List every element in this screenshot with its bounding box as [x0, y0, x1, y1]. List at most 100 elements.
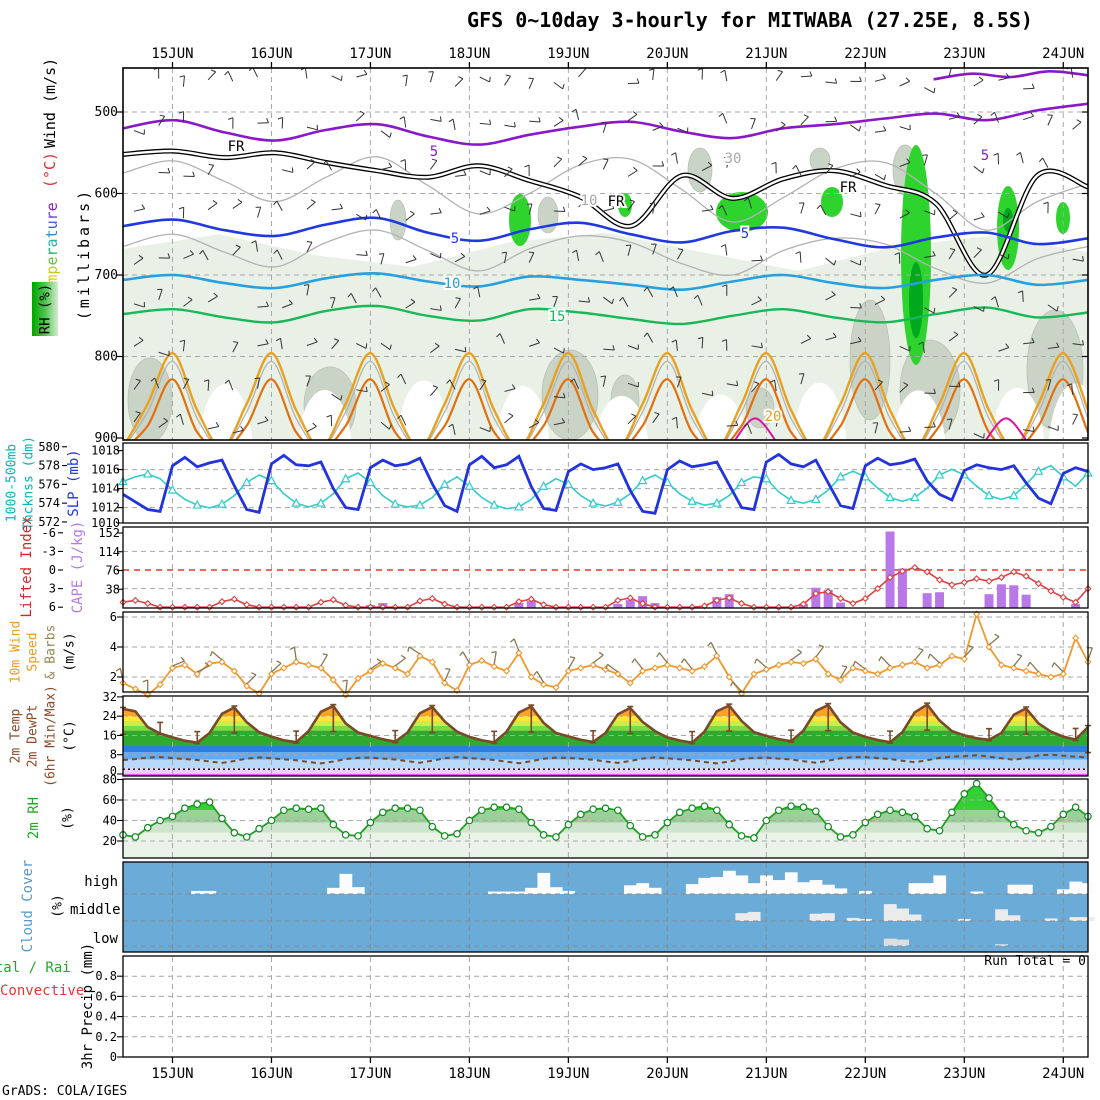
svg-text:FR: FR — [840, 180, 857, 196]
svg-text:20: 20 — [765, 409, 782, 425]
temperature-letter: e — [43, 256, 61, 266]
svg-text:FR: FR — [608, 194, 625, 210]
svg-text:21JUN: 21JUN — [745, 46, 787, 62]
svg-text:24JUN: 24JUN — [1042, 46, 1084, 62]
svg-text:23JUN: 23JUN — [943, 46, 985, 62]
precip-total-rain-label: Total / Rain — [0, 960, 72, 975]
svg-text:15JUN: 15JUN — [151, 46, 193, 62]
temperature-letter: r — [43, 247, 61, 257]
svg-text:574: 574 — [38, 496, 60, 510]
svg-text:1014: 1014 — [91, 482, 120, 496]
svg-text:572: 572 — [38, 515, 60, 529]
svg-text:24JUN: 24JUN — [1042, 1066, 1084, 1082]
svg-text:19JUN: 19JUN — [547, 46, 589, 62]
svg-text:0.6: 0.6 — [95, 989, 117, 1003]
svg-text:0: 0 — [110, 1050, 117, 1064]
svg-text:3: 3 — [49, 582, 56, 596]
precip-convective-label: Convective — [0, 983, 85, 999]
svg-text:700: 700 — [95, 268, 118, 283]
svg-text:152: 152 — [98, 526, 120, 540]
temp2m-axis-label-1: 2m Temp — [8, 708, 24, 764]
rh2m-pct-label: (%) — [60, 806, 76, 830]
thickness-axis-label-1: 1000-500mb — [4, 443, 20, 523]
svg-text:32: 32 — [103, 690, 117, 704]
slp-axis-label: SLP (mb) — [66, 449, 82, 517]
temperature-letter: a — [43, 238, 61, 248]
svg-text:19JUN: 19JUN — [547, 1066, 589, 1082]
svg-text:22JUN: 22JUN — [844, 46, 886, 62]
svg-text:20: 20 — [103, 834, 117, 848]
svg-text:114: 114 — [98, 545, 120, 559]
cloud-row-high-label: high — [84, 874, 118, 890]
svg-text:1010: 1010 — [91, 516, 120, 530]
run-total-text: Run Total = 0 — [984, 954, 1086, 969]
svg-text:578: 578 — [38, 459, 60, 473]
svg-text:6: 6 — [49, 600, 56, 614]
page-title: GFS 0~10day 3-hourly for MITWABA (27.25E… — [467, 8, 1033, 32]
precip-total-rain-label-wrap: Total / Rain — [0, 957, 72, 975]
svg-text:30: 30 — [725, 151, 742, 167]
svg-text:20JUN: 20JUN — [646, 1066, 688, 1082]
svg-text:FR: FR — [228, 139, 245, 155]
svg-text:16JUN: 16JUN — [250, 1066, 292, 1082]
temperature-letter: t — [43, 229, 61, 239]
svg-text:5: 5 — [451, 231, 459, 247]
svg-text:580: 580 — [38, 440, 60, 454]
svg-text:15JUN: 15JUN — [151, 1066, 193, 1082]
wind10m-axis-label-3: & Barbs — [43, 624, 59, 680]
temperature-letter: u — [43, 220, 61, 230]
svg-text:80: 80 — [103, 773, 117, 787]
svg-text:8: 8 — [110, 748, 117, 762]
svg-text:10: 10 — [444, 276, 461, 292]
svg-text:1012: 1012 — [91, 501, 120, 515]
svg-text:10: 10 — [581, 193, 598, 209]
svg-text:17JUN: 17JUN — [349, 46, 391, 62]
cloud-row-middle-label: middle — [70, 902, 121, 918]
temp2m-axis-label-4: (°C) — [62, 720, 78, 752]
rh-legend-label: RH (%) — [37, 283, 54, 335]
svg-text:0: 0 — [49, 563, 56, 577]
precip-axis-label: 3hr Precip (mm) — [80, 942, 96, 1070]
svg-text:1016: 1016 — [91, 463, 120, 477]
cloud-axis-label: Cloud Cover — [20, 859, 36, 953]
svg-text:-6: -6 — [42, 526, 56, 540]
svg-text:0.4: 0.4 — [95, 1010, 117, 1024]
svg-text:600: 600 — [95, 187, 118, 202]
svg-text:2: 2 — [110, 670, 117, 684]
svg-text:40: 40 — [103, 814, 117, 828]
wind10m-axis-label-4: (m/s) — [62, 632, 78, 672]
svg-text:22JUN: 22JUN — [844, 1066, 886, 1082]
svg-text:21JUN: 21JUN — [745, 1066, 787, 1082]
svg-text:4: 4 — [110, 640, 117, 654]
svg-text:-3: -3 — [42, 544, 56, 558]
svg-text:18JUN: 18JUN — [448, 46, 490, 62]
svg-text:15: 15 — [549, 309, 566, 325]
degc-axis-label: (°C) — [41, 151, 59, 189]
svg-text:23JUN: 23JUN — [943, 1066, 985, 1082]
cloud-row-low-label: low — [92, 931, 118, 947]
svg-text:5: 5 — [741, 226, 749, 242]
footer-credit: GrADS: COLA/IGES — [2, 1084, 128, 1099]
temperature-letter: r — [43, 211, 61, 221]
svg-text:24: 24 — [103, 709, 117, 723]
cape-axis-label: CAPE (J/kg) — [70, 520, 86, 614]
cloud-pct-label: (%) — [50, 894, 66, 918]
lifted-index-axis-label: Lifted Index — [19, 516, 35, 618]
svg-text:20JUN: 20JUN — [646, 46, 688, 62]
svg-text:800: 800 — [95, 350, 118, 365]
svg-text:18JUN: 18JUN — [448, 1066, 490, 1082]
millibars-axis-label: (millibars) — [75, 187, 93, 321]
svg-text:16JUN: 16JUN — [250, 46, 292, 62]
svg-text:5: 5 — [981, 148, 989, 164]
wind-axis-label: Wind (m/s) — [41, 57, 59, 149]
svg-text:0.2: 0.2 — [95, 1030, 117, 1044]
temperature-letter: e — [43, 202, 61, 212]
svg-text:5: 5 — [430, 144, 438, 160]
svg-text:76: 76 — [106, 564, 120, 578]
svg-text:0: 0 — [110, 764, 117, 778]
svg-text:500: 500 — [95, 105, 118, 120]
rh2m-axis-label: 2m RH — [26, 796, 42, 840]
temperature-letter: p — [43, 265, 61, 275]
